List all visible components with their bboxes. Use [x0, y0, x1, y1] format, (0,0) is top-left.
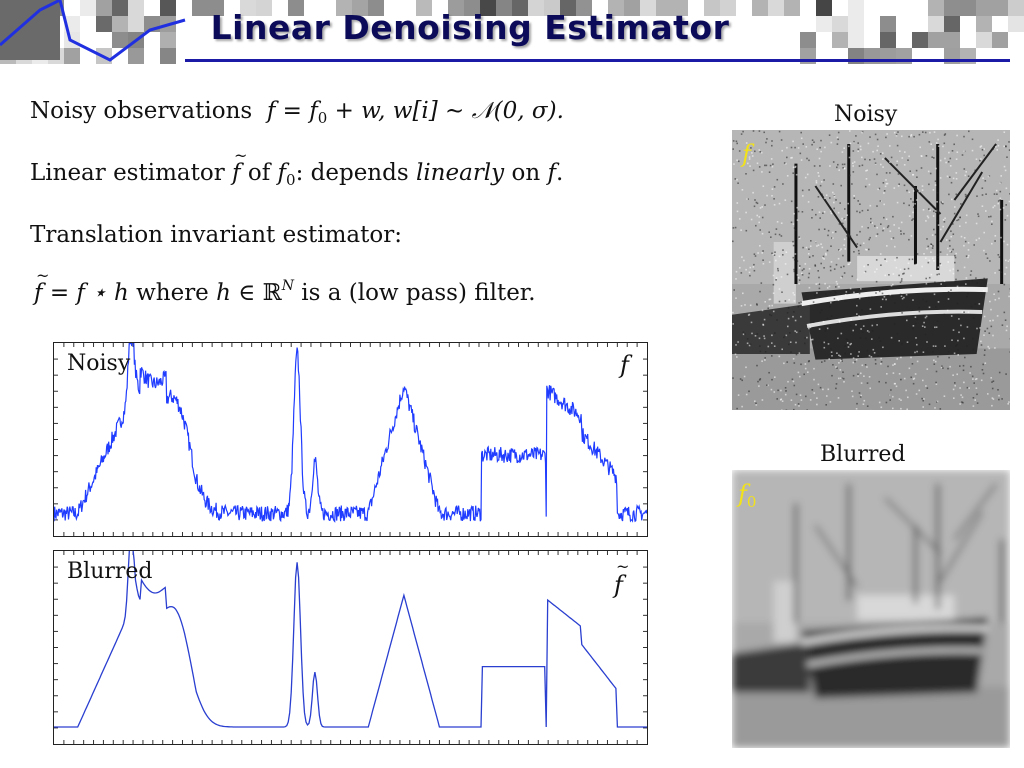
axis-ticks — [54, 551, 647, 744]
blurred-plot-symbol: f — [614, 557, 629, 599]
noisy-signal-line — [54, 343, 647, 523]
f0-image-subscript: 0 — [746, 493, 757, 511]
noisy-image-symbol: f — [742, 140, 751, 168]
blurred-signal-plot: Blurred f — [53, 550, 648, 745]
title-underline — [185, 59, 1010, 62]
axis-ticks — [54, 343, 647, 536]
noisy-boat-image — [732, 130, 1010, 410]
depends-word: : depends — [295, 160, 416, 186]
linear-estimator-label: Linear estimator — [30, 160, 233, 186]
filter-description: is a (low pass) filter. — [293, 280, 536, 306]
blurred-image-symbol: f0 — [738, 480, 756, 511]
noisy-signal-plot: Noisy f — [53, 342, 648, 537]
blurred-signal-line — [54, 551, 647, 728]
noisy-image-caption: Noisy — [834, 102, 898, 127]
dimension-superscript: N — [281, 278, 294, 294]
blurred-plot-label: Blurred — [67, 559, 153, 584]
model-equation: f = f — [266, 98, 318, 124]
noisy-plot-label: Noisy — [67, 351, 131, 376]
blurred-signal-svg — [54, 551, 647, 744]
linear-estimator-line: Linear estimator f of f0: depends linear… — [30, 146, 564, 189]
f0-subscript: 0 — [317, 109, 328, 127]
linearly-emphasis: linearly — [415, 160, 505, 186]
blurred-boat-image — [732, 470, 1010, 748]
header-mosaic-decoration — [0, 0, 1024, 64]
translation-invariant-line: Translation invariant estimator: — [30, 222, 402, 248]
f-tilde-symbol-2: f — [34, 266, 49, 306]
convolution-line: f = f ⋆ h where h ∈ ℝN is a (low pass) f… — [34, 266, 536, 306]
slide-title: Linear Denoising Estimator — [210, 8, 730, 47]
period: . — [555, 160, 564, 186]
in-real-space: ∈ ℝ — [230, 280, 282, 306]
f0-subscript-2: 0 — [286, 171, 296, 189]
h-symbol: h — [216, 280, 231, 306]
noise-speckle — [732, 130, 1010, 410]
blurred-image-caption: Blurred — [820, 442, 906, 467]
of-word: of — [240, 160, 278, 186]
convolution-equation: = f ⋆ h — [42, 280, 129, 306]
where-word: where — [128, 280, 217, 306]
slide-header: Linear Denoising Estimator — [0, 0, 1024, 64]
f-symbol-image: f — [738, 480, 747, 508]
noise-distribution: + w, w[i] ∼ 𝒩(0, σ). — [327, 98, 564, 124]
noisy-signal-svg — [54, 343, 647, 536]
f0-symbol: f — [277, 160, 287, 186]
noisy-plot-symbol: f — [620, 351, 629, 379]
noisy-observations-label: Noisy observations — [30, 98, 253, 124]
f-symbol: f — [547, 160, 556, 186]
noisy-observations-line: Noisy observations f = f0 + w, w[i] ∼ 𝒩(… — [30, 98, 564, 127]
on-word: on — [504, 160, 548, 186]
f-tilde-symbol: f — [232, 146, 247, 186]
